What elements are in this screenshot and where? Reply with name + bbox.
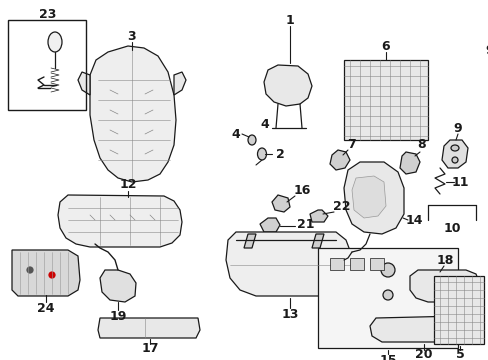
Text: 11: 11: [450, 175, 468, 189]
Text: 13: 13: [281, 307, 298, 320]
Polygon shape: [174, 72, 185, 95]
Polygon shape: [12, 250, 80, 296]
Polygon shape: [90, 46, 176, 182]
Bar: [8, 20, 86, 110]
Polygon shape: [271, 195, 289, 212]
Ellipse shape: [382, 290, 392, 300]
Bar: [317, 248, 457, 348]
Polygon shape: [309, 210, 327, 222]
Text: 4: 4: [260, 118, 269, 131]
Text: 7: 7: [347, 138, 356, 150]
Bar: [343, 60, 427, 140]
Bar: [349, 258, 363, 270]
Text: 3: 3: [127, 30, 136, 42]
Polygon shape: [329, 150, 349, 170]
Text: 16: 16: [293, 184, 310, 197]
Polygon shape: [100, 270, 136, 302]
Text: 17: 17: [141, 342, 159, 355]
Ellipse shape: [380, 263, 394, 277]
Text: 12: 12: [119, 179, 137, 192]
Bar: [329, 258, 343, 270]
Text: 23: 23: [39, 8, 57, 21]
Polygon shape: [441, 140, 467, 168]
Ellipse shape: [27, 267, 33, 273]
Text: 15: 15: [379, 354, 396, 360]
Polygon shape: [399, 152, 419, 174]
Polygon shape: [260, 218, 280, 232]
Ellipse shape: [48, 32, 62, 52]
Polygon shape: [264, 65, 311, 106]
Ellipse shape: [451, 157, 457, 163]
Text: 18: 18: [435, 253, 453, 266]
Text: 14: 14: [405, 213, 422, 226]
Bar: [369, 258, 383, 270]
Polygon shape: [58, 195, 182, 247]
Polygon shape: [351, 176, 385, 218]
Text: 1: 1: [285, 13, 294, 27]
Text: 9: 9: [453, 122, 461, 135]
Ellipse shape: [247, 135, 256, 145]
Text: 22: 22: [332, 199, 350, 212]
Polygon shape: [311, 234, 324, 248]
Polygon shape: [369, 316, 475, 342]
Polygon shape: [225, 232, 351, 296]
Text: 5: 5: [455, 347, 464, 360]
Text: 9: 9: [485, 44, 488, 57]
Polygon shape: [409, 270, 479, 302]
Polygon shape: [98, 318, 200, 338]
Ellipse shape: [257, 148, 266, 160]
Text: 10: 10: [442, 221, 460, 234]
Polygon shape: [78, 72, 90, 95]
Text: 24: 24: [37, 302, 55, 315]
Text: 6: 6: [381, 40, 389, 53]
Ellipse shape: [49, 272, 55, 278]
Bar: [433, 276, 483, 344]
Polygon shape: [244, 234, 256, 248]
Text: 2: 2: [275, 148, 284, 161]
Text: 21: 21: [297, 217, 314, 230]
Text: 20: 20: [414, 347, 432, 360]
Text: 8: 8: [417, 139, 426, 152]
Text: 4: 4: [231, 127, 240, 140]
Text: 19: 19: [109, 310, 126, 323]
Ellipse shape: [450, 145, 458, 151]
Polygon shape: [343, 162, 403, 234]
